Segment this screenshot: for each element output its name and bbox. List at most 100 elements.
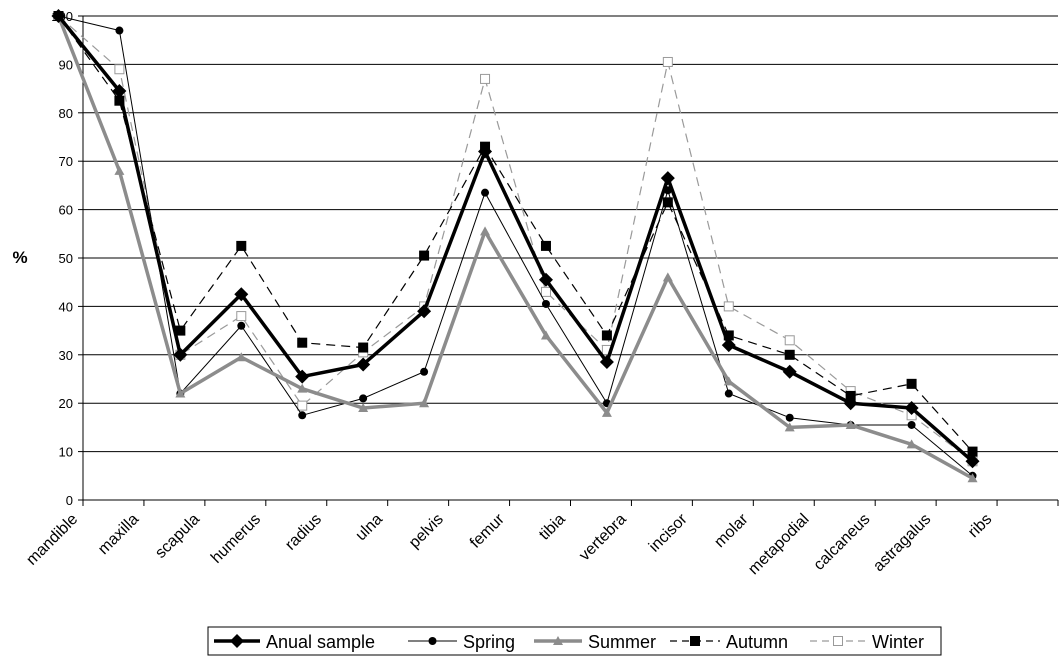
- data-point: [833, 636, 843, 646]
- x-tick-label: scapula: [152, 511, 203, 562]
- legend-label: Winter: [872, 632, 924, 652]
- data-point: [358, 342, 369, 353]
- y-tick-label: 40: [59, 299, 73, 314]
- y-tick-label: 90: [59, 57, 73, 72]
- data-point: [904, 401, 919, 416]
- data-point: [721, 338, 736, 353]
- data-point: [845, 419, 856, 429]
- data-point: [175, 388, 186, 398]
- legend-item: Spring: [408, 632, 515, 652]
- data-point: [480, 226, 491, 236]
- x-axis-tick-labels: mandible maxilla scapula humerus radius ulna p…: [23, 510, 995, 578]
- series-line: [56, 15, 974, 480]
- data-point: [419, 250, 430, 261]
- data-point: [660, 171, 675, 186]
- x-tick-label: femur: [467, 510, 508, 551]
- data-point: [237, 321, 246, 330]
- data-point: [481, 188, 490, 197]
- data-point: [358, 403, 369, 413]
- y-axis-title: %: [12, 248, 27, 267]
- x-tick-label: vertebra: [576, 511, 630, 565]
- data-point: [540, 330, 551, 340]
- data-point: [785, 413, 794, 422]
- legend-label: Anual sample: [266, 632, 375, 652]
- x-tick-label: tibia: [536, 511, 569, 544]
- series-spring: [54, 12, 977, 480]
- x-tick-label: ribs: [965, 511, 995, 541]
- data-point: [967, 473, 978, 483]
- data-point: [478, 144, 493, 159]
- legend-item: Summer: [534, 632, 656, 652]
- x-tick-label: molar: [711, 510, 752, 551]
- data-point: [236, 311, 247, 322]
- legend-item: Autumn: [670, 632, 788, 652]
- x-tick-label: radius: [282, 511, 325, 554]
- data-point: [236, 240, 247, 251]
- data-point: [724, 389, 733, 398]
- legend-box: [207, 626, 942, 656]
- x-tick-label: calcaneus: [811, 511, 874, 574]
- x-tick-label: metapodial: [745, 511, 812, 578]
- data-point: [114, 165, 125, 175]
- data-point: [540, 286, 551, 297]
- x-tick-label: mandible: [23, 511, 81, 569]
- y-tick-label: 80: [59, 106, 73, 121]
- legend-label: Autumn: [726, 632, 788, 652]
- data-point: [601, 330, 612, 341]
- data-point: [112, 84, 127, 99]
- series-anual-sample: [51, 9, 980, 469]
- data-point: [662, 197, 673, 208]
- y-axis-tick-labels: 0102030405060708090100: [51, 9, 73, 508]
- data-point: [298, 411, 307, 420]
- y-tick-label: 10: [59, 445, 73, 460]
- data-point: [784, 422, 795, 432]
- data-point: [175, 325, 186, 336]
- gridlines: [78, 15, 1058, 501]
- data-point: [230, 634, 244, 648]
- series-lines: [51, 9, 980, 483]
- series-autumn: [53, 11, 978, 457]
- data-point: [723, 376, 734, 386]
- data-point: [236, 352, 247, 362]
- data-point: [541, 299, 550, 308]
- data-point: [784, 335, 795, 346]
- x-tick-label: incisor: [646, 510, 691, 555]
- data-point: [690, 636, 700, 646]
- data-point: [599, 355, 614, 370]
- data-point: [173, 347, 188, 362]
- series-line: [58, 15, 973, 462]
- x-tick-label: pelvis: [406, 511, 447, 552]
- data-point: [601, 407, 612, 417]
- data-point: [114, 95, 125, 106]
- data-point: [540, 240, 551, 251]
- data-point: [114, 64, 125, 75]
- data-point: [906, 439, 917, 449]
- y-tick-label: 70: [59, 154, 73, 169]
- data-point: [782, 364, 797, 379]
- data-point: [965, 454, 980, 469]
- y-tick-label: 20: [59, 396, 73, 411]
- data-point: [907, 420, 916, 429]
- data-point: [723, 301, 734, 312]
- data-point: [51, 9, 66, 23]
- data-point: [723, 330, 734, 341]
- y-tick-label: 60: [59, 203, 73, 218]
- data-point: [843, 396, 858, 411]
- y-tick-label: 30: [59, 348, 73, 363]
- x-tick-label: humerus: [208, 511, 264, 567]
- x-tick-label: astragalus: [870, 511, 934, 575]
- data-point: [480, 73, 491, 84]
- data-point: [906, 378, 917, 389]
- y-tick-label: 50: [59, 251, 73, 266]
- axes: [82, 16, 1059, 506]
- y-tick-label: 0: [66, 493, 73, 508]
- data-point: [419, 398, 430, 408]
- data-point: [967, 446, 978, 457]
- x-tick-label: ulna: [353, 511, 386, 544]
- series-summer: [53, 11, 978, 483]
- series-line: [57, 15, 973, 453]
- data-point: [295, 369, 310, 384]
- data-point: [784, 349, 795, 360]
- legend-item: Winter: [810, 632, 924, 652]
